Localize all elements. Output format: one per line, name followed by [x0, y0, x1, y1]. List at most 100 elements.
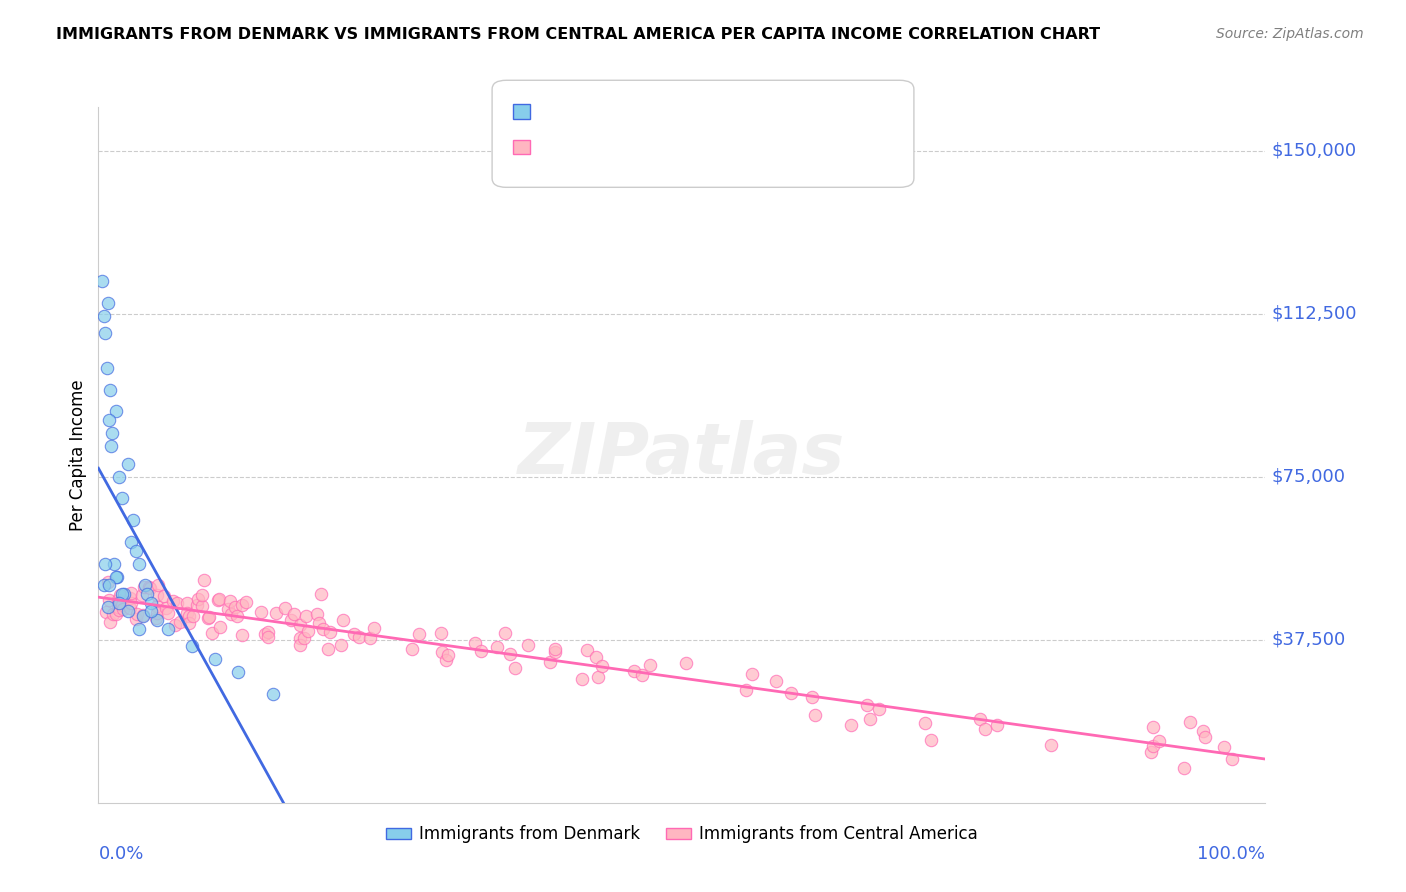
Point [100, 439, 122, 453]
Text: Source: ZipAtlas.com: Source: ZipAtlas.com [1216, 27, 1364, 41]
Point [94, 326, 117, 340]
Point [1180, 714, 1202, 729]
Point [329, 638, 352, 652]
Point [197, 611, 219, 625]
Point [146, 613, 169, 627]
Point [273, 601, 295, 615]
Point [108, 469, 131, 483]
Point [181, 609, 204, 624]
Point [765, 674, 787, 689]
Point [101, 426, 124, 441]
Text: $75,000: $75,000 [1271, 467, 1346, 485]
Point [111, 602, 134, 616]
Point [97, 600, 120, 615]
Point [180, 639, 202, 653]
Point [219, 607, 242, 622]
Point [675, 656, 697, 670]
Point [543, 645, 565, 659]
Point [125, 607, 148, 621]
Point [166, 596, 188, 610]
Point [586, 670, 609, 684]
Point [235, 595, 257, 609]
Point [544, 642, 567, 657]
Point [973, 723, 995, 737]
Point [105, 570, 128, 584]
Point [112, 587, 135, 601]
Point [153, 590, 176, 604]
Point [90, 274, 112, 288]
Point [139, 605, 162, 619]
Point [319, 624, 342, 639]
Point [132, 608, 155, 623]
Point [571, 673, 593, 687]
Point [585, 650, 607, 665]
Point [94, 605, 117, 619]
Point [292, 631, 315, 645]
Point [146, 588, 169, 602]
Point [868, 702, 890, 716]
Point [132, 608, 155, 623]
Point [187, 591, 209, 606]
Point [1142, 739, 1164, 753]
Point [231, 598, 253, 612]
Point [264, 607, 287, 621]
Point [186, 598, 208, 612]
Point [98, 615, 121, 629]
Point [105, 607, 128, 621]
Point [93, 309, 115, 323]
Point [408, 626, 430, 640]
Text: $150,000: $150,000 [1271, 142, 1357, 160]
Point [631, 668, 654, 682]
Point [110, 588, 132, 602]
Point [1194, 731, 1216, 745]
Point [98, 383, 121, 397]
Point [283, 607, 305, 621]
Point [735, 683, 758, 698]
Point [538, 655, 561, 669]
Point [226, 608, 249, 623]
Text: -0.858: -0.858 [574, 138, 633, 156]
Point [288, 618, 311, 632]
Point [470, 644, 492, 658]
Point [856, 698, 879, 713]
Point [157, 622, 180, 636]
Text: -0.274: -0.274 [574, 103, 633, 120]
Point [120, 586, 142, 600]
Text: 40: 40 [679, 103, 702, 120]
Point [169, 615, 191, 629]
Point [94, 557, 117, 571]
Point [128, 622, 150, 636]
Point [107, 599, 129, 614]
Text: N =: N = [640, 103, 676, 120]
Point [297, 624, 319, 639]
Point [316, 642, 339, 657]
Text: N =: N = [640, 138, 676, 156]
Point [108, 596, 131, 610]
Point [1191, 723, 1213, 738]
Point [108, 594, 131, 608]
Point [218, 594, 240, 608]
Point [307, 607, 329, 621]
Point [200, 626, 222, 640]
Point [198, 609, 221, 624]
Point [262, 687, 284, 701]
Point [157, 606, 180, 620]
Point [434, 653, 457, 667]
Point [193, 574, 215, 588]
Point [591, 658, 613, 673]
Point [623, 664, 645, 678]
Text: 137: 137 [679, 138, 714, 156]
Point [208, 591, 231, 606]
Point [401, 641, 423, 656]
Text: ZIPatlas: ZIPatlas [519, 420, 845, 490]
Point [103, 557, 125, 571]
Point [122, 513, 145, 527]
Point [359, 632, 381, 646]
Point [97, 413, 120, 427]
Point [146, 577, 169, 591]
Point [191, 588, 214, 602]
Point [464, 635, 486, 649]
Point [111, 587, 134, 601]
Point [295, 609, 318, 624]
Point [1040, 738, 1063, 752]
